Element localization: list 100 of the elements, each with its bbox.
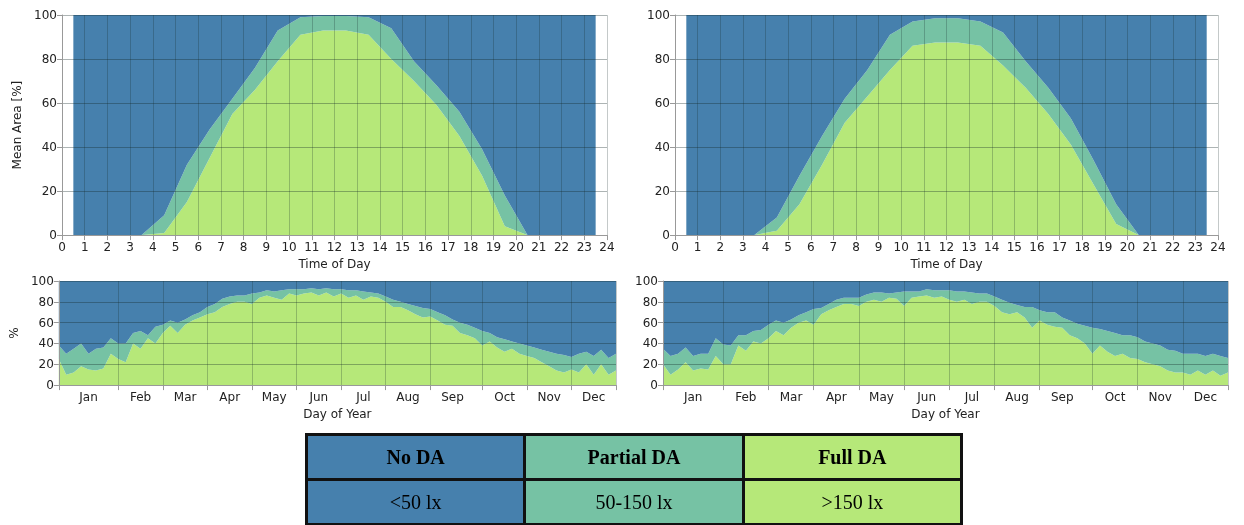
x-tick-label: 7 — [217, 240, 225, 255]
x-tick-label: 2 — [716, 240, 725, 255]
y-tick-label: 0 — [650, 378, 658, 393]
x-tick-label: 20 — [1119, 240, 1136, 255]
x-tick-label: 5 — [784, 240, 792, 255]
x-tick-label: Mar — [173, 390, 197, 405]
text: No DA — [382, 443, 449, 470]
y-tick-label: 60 — [654, 96, 670, 111]
y-tick-label: 60 — [38, 315, 54, 330]
y-tick-label: 40 — [38, 336, 54, 351]
y-tick-label: 100 — [34, 8, 57, 22]
x-axis-title: Time of Day — [909, 257, 983, 271]
x-tick-label: 13 — [349, 240, 365, 255]
y-tick-label: 0 — [46, 378, 54, 393]
y-tick-label: 20 — [41, 184, 57, 199]
x-tick-label: 18 — [1074, 240, 1090, 255]
x-tick-label: May — [261, 390, 287, 405]
x-tick-label: 14 — [984, 240, 1000, 255]
y-tick-label: 20 — [38, 357, 54, 372]
y-axis-title: Mean Area [%] — [10, 80, 25, 170]
x-tick-label: Dec — [582, 390, 606, 405]
x-tick-label: 19 — [485, 240, 502, 255]
text: >150 lx — [743, 479, 962, 525]
x-tick-label: 15 — [394, 240, 411, 255]
x-tick-label: 23 — [1187, 240, 1204, 255]
y-tick-label: 60 — [41, 96, 57, 111]
text: Partial DA — [583, 443, 685, 470]
x-tick-label: 21 — [531, 240, 547, 255]
x-axis-title: Day of Year — [911, 407, 980, 421]
x-tick-label: 4 — [761, 240, 770, 255]
y-tick-label: 0 — [49, 228, 57, 243]
x-tick-label: 9 — [262, 240, 271, 255]
x-tick-label: 11 — [304, 240, 320, 255]
x-tick-label: Oct — [494, 390, 516, 405]
x-tick-label: Oct — [1104, 390, 1126, 405]
x-tick-label: 3 — [126, 240, 134, 255]
x-axis-title: Time of Day — [297, 257, 371, 271]
x-tick-label: Feb — [735, 390, 757, 405]
y-tick-label: 40 — [41, 140, 57, 155]
x-tick-label: 19 — [1097, 240, 1113, 255]
y-tick-label: 80 — [41, 52, 57, 67]
x-tick-label: 22 — [1165, 240, 1181, 255]
x-tick-label: 6 — [806, 240, 815, 255]
y-tick-label: 40 — [654, 140, 670, 155]
x-tick-label: Feb — [129, 390, 152, 405]
x-tick-label: Dec — [1193, 390, 1218, 405]
x-tick-label: 15 — [1006, 240, 1023, 255]
x-tick-label: 17 — [440, 240, 456, 255]
x-tick-label: 9 — [874, 240, 883, 255]
x-tick-label: 1 — [80, 240, 89, 255]
x-tick-label: 7 — [829, 240, 838, 255]
x-tick-label: Sep — [1050, 390, 1074, 405]
x-tick-label: 2 — [103, 240, 112, 255]
x-tick-label: 17 — [1051, 240, 1068, 255]
y-tick-label: 20 — [654, 184, 670, 199]
x-tick-label: Jan — [78, 390, 98, 405]
x-tick-label: 6 — [194, 240, 203, 255]
y-tick-label: 80 — [654, 52, 670, 67]
x-tick-label: Nov — [537, 390, 561, 405]
x-tick-label: 12 — [938, 240, 955, 255]
x-tick-label: 8 — [239, 240, 248, 255]
x-tick-label: 13 — [961, 240, 977, 255]
y-tick-label: 80 — [642, 294, 658, 309]
x-tick-label: Apr — [825, 390, 847, 405]
text: <50 lx — [306, 479, 525, 525]
x-tick-label: 16 — [417, 240, 433, 255]
y-tick-label: 40 — [642, 336, 658, 351]
x-tick-label: 18 — [463, 240, 479, 255]
x-tick-label: Jun — [916, 390, 937, 405]
x-tick-label: 5 — [171, 240, 180, 255]
y-tick-label: 60 — [642, 315, 658, 330]
y-tick-label: 0 — [662, 228, 670, 243]
x-axis-title: Day of Year — [303, 407, 372, 421]
x-tick-label: Jul — [355, 390, 371, 405]
x-tick-label: 10 — [893, 240, 909, 255]
y-tick-label: 100 — [647, 8, 670, 22]
x-tick-label: Aug — [396, 390, 420, 405]
x-tick-label: Apr — [219, 390, 241, 405]
x-tick-label: 10 — [281, 240, 297, 255]
x-tick-label: 22 — [553, 240, 570, 255]
x-tick-label: 1 — [693, 240, 702, 255]
x-tick-label: 14 — [372, 240, 388, 255]
x-tick-label: Jan — [682, 390, 703, 405]
y-axis-title: % — [7, 327, 21, 339]
x-tick-label: 21 — [1142, 240, 1158, 255]
text: Full DA — [814, 443, 891, 470]
x-tick-label: 23 — [576, 240, 592, 255]
x-tick-label: 3 — [739, 240, 747, 255]
y-tick-label: 100 — [30, 274, 54, 288]
x-tick-label: 24 — [599, 240, 615, 255]
x-tick-label: 8 — [852, 240, 860, 255]
x-tick-label: Jun — [308, 390, 329, 405]
y-tick-label: 80 — [38, 294, 54, 309]
y-tick-label: 20 — [642, 357, 658, 372]
x-tick-label: 12 — [326, 240, 343, 255]
text: 50-150 lx — [524, 479, 744, 525]
x-tick-label: 16 — [1029, 240, 1045, 255]
x-tick-label: 11 — [916, 240, 932, 255]
x-tick-label: 20 — [508, 240, 524, 255]
x-tick-label: Aug — [1005, 390, 1029, 405]
